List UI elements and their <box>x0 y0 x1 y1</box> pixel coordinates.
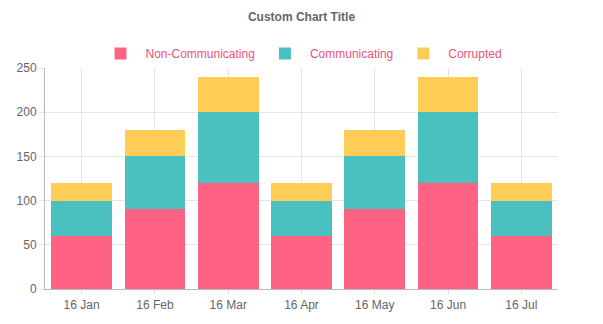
svg-text:0: 0 <box>30 282 37 296</box>
svg-text:Non-Communicating: Non-Communicating <box>146 47 255 61</box>
svg-text:16 Jun: 16 Jun <box>430 298 466 312</box>
svg-text:16 Feb: 16 Feb <box>136 298 174 312</box>
svg-text:16 Apr: 16 Apr <box>284 298 319 312</box>
svg-text:150: 150 <box>17 150 37 164</box>
svg-text:Communicating: Communicating <box>310 47 393 61</box>
svg-text:50: 50 <box>23 238 37 252</box>
svg-text:200: 200 <box>17 105 37 119</box>
svg-text:Corrupted: Corrupted <box>448 47 501 61</box>
svg-text:Custom Chart Title: Custom Chart Title <box>248 10 355 24</box>
svg-text:100: 100 <box>17 194 37 208</box>
svg-text:16 Mar: 16 Mar <box>210 298 247 312</box>
svg-text:16 Jan: 16 Jan <box>64 298 100 312</box>
svg-text:16 Jul: 16 Jul <box>505 298 537 312</box>
svg-text:250: 250 <box>17 61 37 75</box>
svg-text:16 May: 16 May <box>355 298 394 312</box>
